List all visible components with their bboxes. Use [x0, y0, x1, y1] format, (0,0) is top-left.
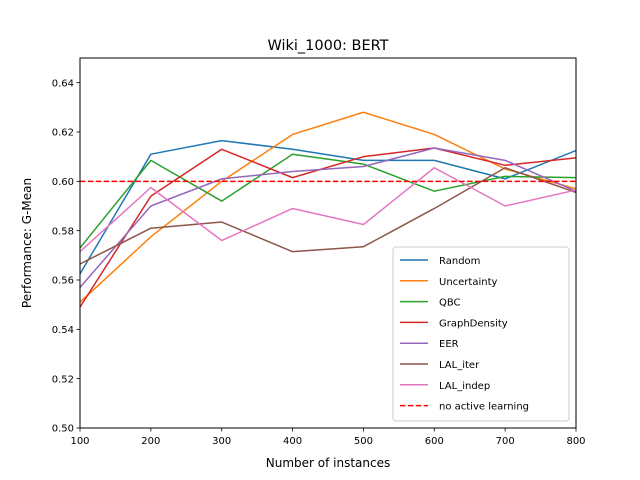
y-tick-label: 0.52: [52, 374, 74, 385]
legend-label-graphdensity: GraphDensity: [439, 318, 508, 329]
series-line-lal-iter: [80, 167, 576, 265]
x-tick-label: 700: [496, 436, 515, 447]
series-line-qbc: [80, 153, 576, 249]
x-tick-label: 400: [283, 436, 302, 447]
y-tick-label: 0.60: [52, 177, 74, 188]
plot-frame: [79, 57, 577, 429]
x-tick-label: 200: [141, 436, 160, 447]
series-line-graphdensity: [80, 147, 576, 309]
series-line-lal-indep: [80, 167, 576, 253]
chart-title: Wiki_1000: BERT: [267, 38, 388, 54]
x-axis-ticks: 100 200 300 400 500 600 700 800: [70, 428, 586, 447]
y-tick-label: 0.54: [52, 325, 74, 336]
plot-series: [80, 111, 576, 309]
legend-box: [392, 246, 570, 422]
legend-label-no-active-learning: no active learning: [439, 402, 529, 413]
y-tick-label: 0.62: [52, 128, 74, 139]
legend-label-lal-indep: LAL_indep: [439, 381, 490, 392]
legend-items: Random Uncertainty QBC GraphDensity EER LAL_i…: [400, 256, 529, 413]
series-line-random: [80, 139, 576, 275]
x-tick-label: 600: [425, 436, 444, 447]
legend-label-qbc: QBC: [439, 298, 461, 309]
x-axis-label: Number of instances: [266, 456, 391, 470]
series-line-eer: [80, 147, 576, 289]
y-tick-label: 0.64: [52, 78, 74, 89]
y-tick-label: 0.58: [52, 226, 74, 237]
y-tick-label: 0.56: [52, 276, 74, 287]
x-tick-label: 500: [354, 436, 373, 447]
x-tick-label: 800: [566, 436, 585, 447]
y-tick-label: 0.50: [52, 424, 74, 435]
y-axis-ticks: 0.50 0.52 0.54 0.56 0.58 0.60 0.62 0.64: [52, 78, 80, 435]
y-axis-label: Performance: G-Mean: [20, 178, 34, 308]
legend-label-lal-iter: LAL_iter: [439, 360, 480, 371]
legend-label-eer: EER: [439, 339, 459, 350]
legend: Random Uncertainty QBC GraphDensity EER LAL_i…: [392, 246, 570, 422]
legend-label-uncertainty: Uncertainty: [439, 277, 498, 288]
legend-label-random: Random: [439, 256, 480, 267]
x-tick-label: 100: [70, 436, 89, 447]
x-tick-label: 300: [212, 436, 231, 447]
